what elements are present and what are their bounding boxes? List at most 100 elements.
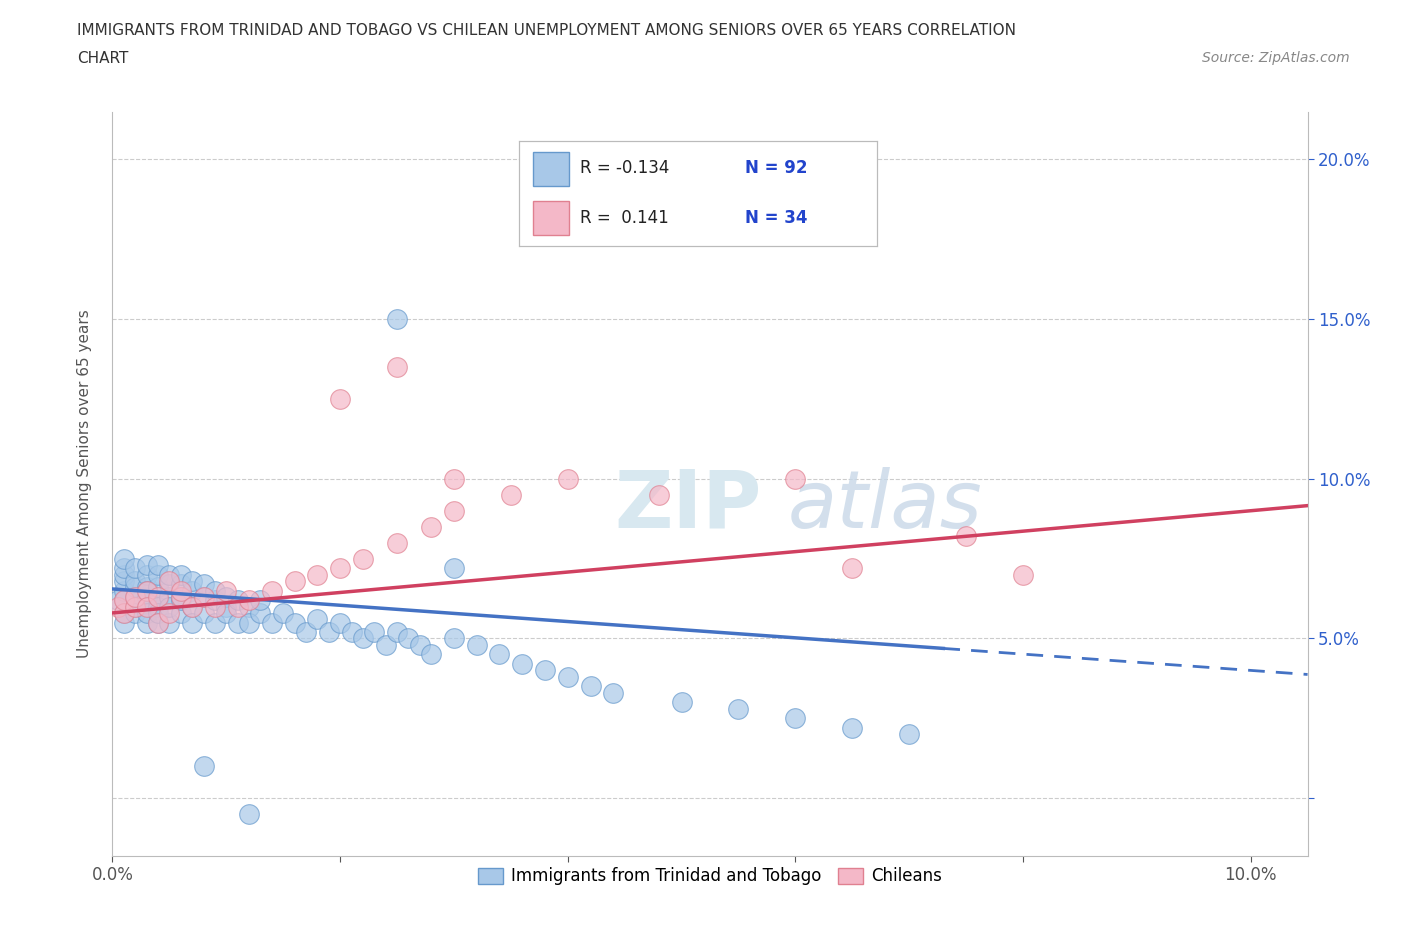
Point xyxy=(215,605,238,620)
Point xyxy=(170,605,193,620)
Point xyxy=(135,590,157,604)
Point xyxy=(396,631,419,646)
Point xyxy=(170,577,193,591)
Point xyxy=(284,615,307,630)
Point xyxy=(157,599,180,614)
Point xyxy=(112,605,135,620)
Text: IMMIGRANTS FROM TRINIDAD AND TOBAGO VS CHILEAN UNEMPLOYMENT AMONG SENIORS OVER 6: IMMIGRANTS FROM TRINIDAD AND TOBAGO VS C… xyxy=(77,23,1017,38)
Point xyxy=(181,599,204,614)
Point xyxy=(260,615,283,630)
Text: atlas: atlas xyxy=(787,467,983,545)
Point xyxy=(181,583,204,598)
Point xyxy=(671,695,693,710)
Point xyxy=(112,567,135,582)
Point xyxy=(307,612,329,627)
Point xyxy=(170,590,193,604)
Point xyxy=(135,580,157,595)
Point xyxy=(249,605,271,620)
Point xyxy=(170,592,193,607)
Point xyxy=(238,592,260,607)
Point xyxy=(510,657,533,671)
Point xyxy=(238,615,260,630)
Point xyxy=(112,615,135,630)
Point xyxy=(955,529,977,544)
Point xyxy=(135,599,157,614)
Point xyxy=(238,599,260,614)
Point xyxy=(112,592,135,607)
Point xyxy=(648,487,671,502)
Point xyxy=(146,567,169,582)
Point xyxy=(124,590,146,604)
Point xyxy=(112,592,135,607)
Point xyxy=(385,536,408,551)
Point xyxy=(135,583,157,598)
Point xyxy=(329,392,352,406)
Point xyxy=(841,721,863,736)
Point xyxy=(226,592,249,607)
Point xyxy=(488,647,510,662)
Point xyxy=(124,605,146,620)
Point xyxy=(226,599,249,614)
Point xyxy=(841,561,863,576)
Point xyxy=(112,551,135,566)
Point xyxy=(465,637,488,652)
Point xyxy=(193,590,215,604)
Point xyxy=(409,637,432,652)
Point xyxy=(785,472,807,486)
Point xyxy=(385,625,408,640)
Point xyxy=(112,583,135,598)
Point xyxy=(146,590,169,604)
Text: CHART: CHART xyxy=(77,51,129,66)
Point xyxy=(146,615,169,630)
Point xyxy=(307,567,329,582)
Point xyxy=(215,590,238,604)
Point xyxy=(146,580,169,595)
Point xyxy=(157,605,180,620)
Point xyxy=(499,487,522,502)
Point xyxy=(157,577,180,591)
Point xyxy=(170,590,193,604)
Point xyxy=(215,583,238,598)
Point xyxy=(107,592,129,607)
Point xyxy=(146,592,169,607)
Point xyxy=(727,701,749,716)
Point xyxy=(146,558,169,573)
Point xyxy=(146,605,169,620)
Point xyxy=(363,625,385,640)
Point xyxy=(385,360,408,375)
Point xyxy=(579,679,602,694)
Point xyxy=(329,615,352,630)
Point xyxy=(318,625,340,640)
Y-axis label: Unemployment Among Seniors over 65 years: Unemployment Among Seniors over 65 years xyxy=(77,309,91,658)
Point xyxy=(295,625,318,640)
Point xyxy=(135,605,157,620)
Text: ZIP: ZIP xyxy=(614,467,762,545)
Point xyxy=(420,519,443,534)
Point xyxy=(157,615,180,630)
Point xyxy=(170,583,193,598)
Point xyxy=(157,590,180,604)
Point xyxy=(785,711,807,725)
Point xyxy=(352,631,374,646)
Point xyxy=(249,592,271,607)
Point xyxy=(352,551,374,566)
Point xyxy=(112,574,135,589)
Point xyxy=(193,605,215,620)
Point xyxy=(157,574,180,589)
Point xyxy=(170,567,193,582)
Point xyxy=(374,637,396,652)
Point xyxy=(204,583,226,598)
Point xyxy=(181,615,204,630)
Point xyxy=(181,599,204,614)
Legend: Immigrants from Trinidad and Tobago, Chileans: Immigrants from Trinidad and Tobago, Chi… xyxy=(471,860,949,892)
Point xyxy=(146,615,169,630)
Point xyxy=(135,558,157,573)
Point xyxy=(226,615,249,630)
Point xyxy=(534,663,557,678)
Point xyxy=(124,590,146,604)
Point xyxy=(1012,567,1035,582)
Point xyxy=(181,574,204,589)
Point xyxy=(112,605,135,620)
Point xyxy=(260,583,283,598)
Point xyxy=(443,631,465,646)
